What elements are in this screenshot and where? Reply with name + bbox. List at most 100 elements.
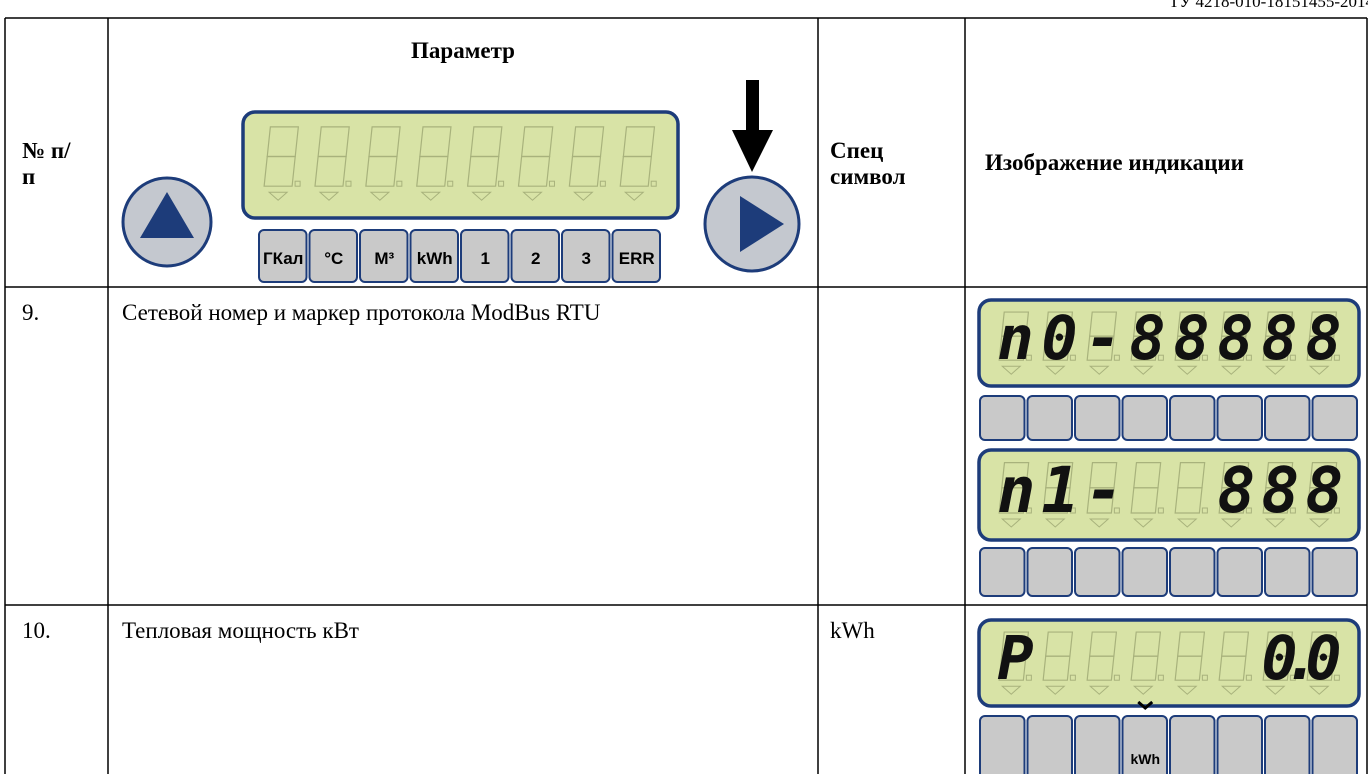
arrow-head (732, 130, 773, 172)
indicator-box (1121, 715, 1168, 774)
digit-outline (1262, 655, 1291, 681)
indicator-box (1264, 547, 1311, 597)
digit-marker (369, 191, 391, 201)
digit-outline (1174, 487, 1203, 514)
digit-dot (1245, 507, 1252, 514)
button-icon (140, 192, 194, 238)
digit-outline (1086, 335, 1115, 361)
doc-code: ТУ 4218-010-18151455-2014 (1168, 0, 1368, 11)
indicator-box (1169, 395, 1216, 441)
digit-dot (1201, 507, 1208, 514)
lcd-screen (977, 618, 1361, 708)
digit-marker (1308, 365, 1330, 375)
digit-marker (318, 191, 340, 201)
lcd-screen (977, 448, 1361, 542)
indicator-box (409, 229, 459, 283)
digit-marker (420, 191, 442, 201)
digit-outline (1306, 487, 1335, 514)
digit-dot (548, 180, 555, 187)
digit-outline (1174, 335, 1203, 361)
digit-marker (1308, 685, 1330, 695)
indicator-box (1216, 395, 1263, 441)
digit-outline (1130, 487, 1159, 514)
parameter: Тепловая мощность кВт (122, 618, 359, 643)
row-number: 9. (22, 300, 40, 325)
digit-dot (1333, 507, 1340, 514)
digit-marker (471, 191, 492, 201)
digit-dot (1333, 354, 1340, 361)
digit-outline (1042, 487, 1071, 514)
digit-dot (1157, 507, 1164, 514)
indicator-box (611, 229, 661, 283)
digit-dot (1289, 354, 1296, 361)
digit-outline (416, 155, 449, 187)
digit-dot (599, 180, 606, 187)
digit-marker (1132, 518, 1154, 528)
digit-dot (1113, 674, 1120, 681)
column-header: № п/п (22, 138, 71, 189)
digit-dot (1201, 354, 1208, 361)
indicator-box (1216, 547, 1263, 597)
digit-marker (1132, 685, 1154, 695)
digit-outline (1306, 335, 1335, 361)
indicator-box (1026, 715, 1073, 774)
indicator-label: ERR (619, 249, 655, 268)
indicator-box (1216, 715, 1263, 774)
digit-dot (1025, 354, 1032, 361)
digit-dot (1069, 354, 1076, 361)
digit-dot (1157, 674, 1164, 681)
digit-dot (1289, 507, 1296, 514)
digit-outline (517, 155, 551, 187)
indicator-label: 2 (531, 249, 540, 268)
indicator-box (1121, 395, 1168, 441)
digit-marker (1176, 365, 1198, 375)
digit-marker (1000, 518, 1022, 528)
indicator-box (979, 547, 1026, 597)
indicator-box (561, 229, 611, 283)
indicator-box (258, 229, 308, 283)
indicator-box (1026, 395, 1073, 441)
digit-dot (650, 180, 657, 187)
digit-dot (1113, 354, 1120, 361)
digit-marker (1264, 365, 1286, 375)
digit-dot (345, 180, 352, 187)
digit-marker (623, 191, 645, 201)
digit-marker (267, 191, 289, 201)
indicator-box (1074, 715, 1121, 774)
indicator-label: 1 (481, 249, 490, 268)
digit-marker (1000, 365, 1022, 375)
indicator-label: kWh (417, 249, 453, 268)
digit-dot (1289, 674, 1296, 681)
digit-dot (1245, 354, 1252, 361)
digit-outline (1218, 655, 1247, 681)
digit-dot (1025, 674, 1032, 681)
digit-outline (1262, 335, 1291, 361)
column-header: Спец символ (830, 138, 906, 189)
digit-marker (1044, 685, 1066, 695)
digit-marker (1220, 365, 1242, 375)
digit-dot (447, 180, 454, 187)
digit-marker (1044, 365, 1066, 375)
special-symbol: kWh (830, 618, 875, 643)
digit-outline (314, 155, 347, 187)
indicator-box (1311, 547, 1358, 597)
indicator-box (1074, 547, 1121, 597)
parameter: Сетевой номер и маркер протокола ModBus … (122, 300, 601, 325)
digit-outline (1174, 655, 1203, 681)
digit-dot (1113, 507, 1120, 514)
indicator-label: 3 (582, 249, 591, 268)
digit-marker (1088, 685, 1110, 695)
digit-outline (998, 487, 1027, 514)
indicator-box (979, 395, 1026, 441)
digit-outline (619, 155, 653, 187)
digit-outline (263, 155, 296, 187)
column-header: Изображение индикации (985, 150, 1244, 175)
digit-marker (1308, 518, 1330, 528)
indicator-box (979, 715, 1026, 774)
indicator-box (1169, 547, 1216, 597)
digit-marker (1220, 685, 1242, 695)
digit-outline (568, 155, 602, 187)
digit-dot (1201, 674, 1208, 681)
